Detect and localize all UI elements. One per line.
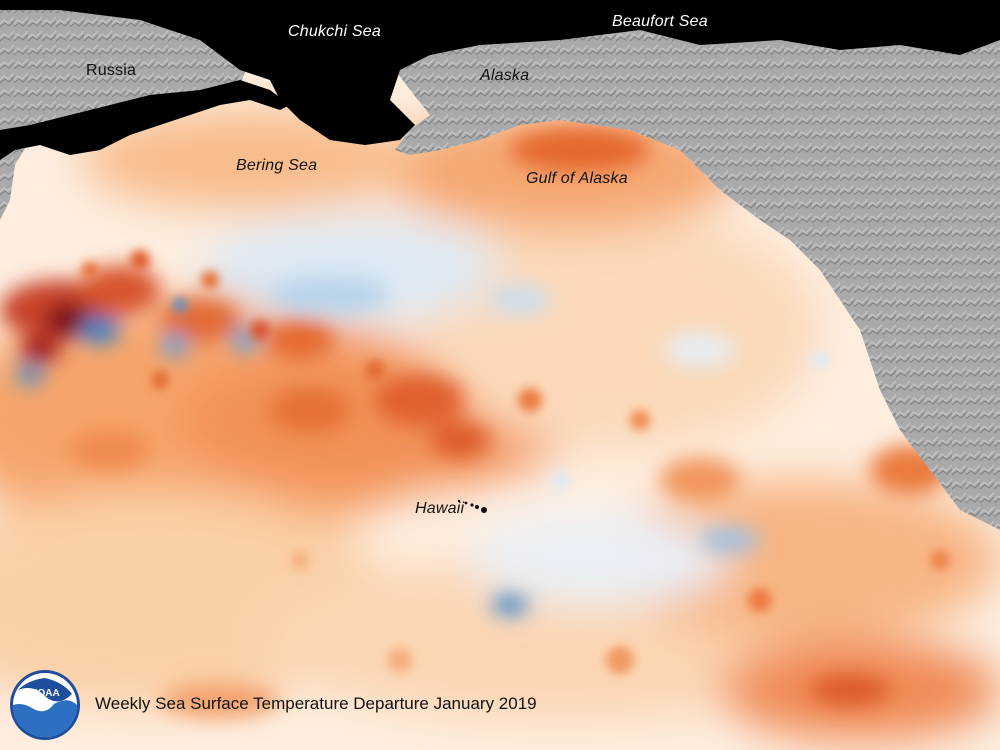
hawaii-islands xyxy=(457,499,487,513)
label-beaufort-sea: Beaufort Sea xyxy=(612,13,708,30)
anomaly-field-medium xyxy=(0,128,950,718)
sea-ice-bering xyxy=(0,80,290,160)
label-chukchi-sea: Chukchi Sea xyxy=(288,23,381,40)
alaska-canada-land xyxy=(380,0,1000,530)
anomaly-field-broad xyxy=(0,110,1000,740)
label-russia: Russia xyxy=(86,62,137,79)
russia-land xyxy=(0,0,370,220)
label-gulf-of-alaska: Gulf of Alaska xyxy=(526,170,628,187)
noaa-logo-text: NOAA xyxy=(30,688,59,699)
label-alaska: Alaska xyxy=(480,67,530,84)
anomaly-eddies xyxy=(82,250,950,674)
label-bering-sea: Bering Sea xyxy=(236,157,318,174)
sea-ice xyxy=(0,0,1000,145)
noaa-logo-icon: NOAA xyxy=(8,668,82,742)
arctic-ice-band xyxy=(230,0,1000,35)
map-caption: Weekly Sea Surface Temperature Departure… xyxy=(95,694,537,713)
label-hawaii: Hawaii xyxy=(415,500,465,517)
